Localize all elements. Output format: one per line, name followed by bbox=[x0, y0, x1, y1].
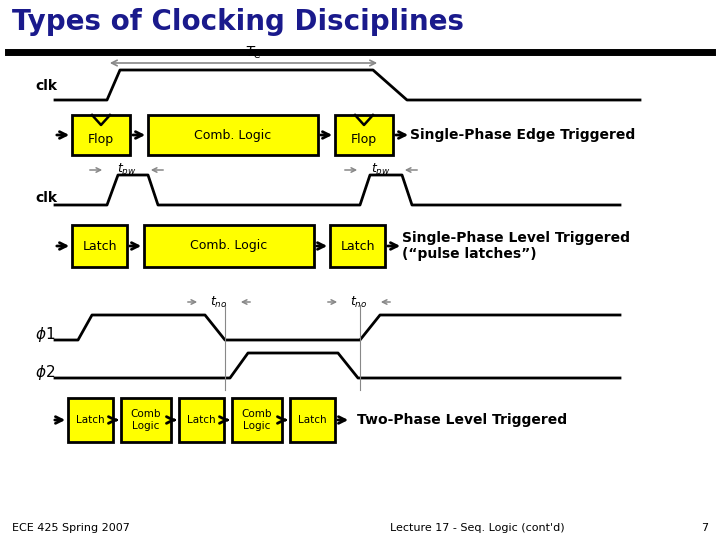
Text: Latch: Latch bbox=[76, 415, 105, 425]
Text: Two-Phase Level Triggered: Two-Phase Level Triggered bbox=[357, 413, 567, 427]
Text: clk: clk bbox=[35, 79, 57, 93]
Text: ECE 425 Spring 2007: ECE 425 Spring 2007 bbox=[12, 523, 130, 533]
FancyBboxPatch shape bbox=[144, 225, 314, 267]
FancyBboxPatch shape bbox=[179, 398, 224, 442]
FancyBboxPatch shape bbox=[290, 398, 335, 442]
FancyBboxPatch shape bbox=[72, 225, 127, 267]
Text: Lecture 17 - Seq. Logic (cont'd): Lecture 17 - Seq. Logic (cont'd) bbox=[390, 523, 564, 533]
Text: Single-Phase Edge Triggered: Single-Phase Edge Triggered bbox=[410, 128, 635, 142]
FancyBboxPatch shape bbox=[335, 115, 393, 155]
FancyBboxPatch shape bbox=[232, 398, 282, 442]
Text: 7: 7 bbox=[701, 523, 708, 533]
Text: $t_{no}$: $t_{no}$ bbox=[210, 294, 228, 309]
Text: Latch: Latch bbox=[187, 415, 216, 425]
Text: Single-Phase Level Triggered
(“pulse latches”): Single-Phase Level Triggered (“pulse lat… bbox=[402, 231, 630, 261]
Text: $t_{no}$: $t_{no}$ bbox=[351, 294, 368, 309]
FancyBboxPatch shape bbox=[72, 115, 130, 155]
Text: clk: clk bbox=[35, 191, 57, 205]
Text: Latch: Latch bbox=[341, 240, 374, 253]
Text: Comb
Logic: Comb Logic bbox=[131, 409, 161, 431]
Text: $t_{pw}$: $t_{pw}$ bbox=[372, 161, 391, 179]
Text: $\phi 2$: $\phi 2$ bbox=[35, 363, 55, 382]
Text: Flop: Flop bbox=[88, 132, 114, 145]
Text: Latch: Latch bbox=[298, 415, 327, 425]
FancyBboxPatch shape bbox=[68, 398, 113, 442]
Text: Types of Clocking Disciplines: Types of Clocking Disciplines bbox=[12, 8, 464, 36]
FancyBboxPatch shape bbox=[330, 225, 385, 267]
Text: $t_{pw}$: $t_{pw}$ bbox=[117, 161, 136, 179]
Text: Comb. Logic: Comb. Logic bbox=[194, 129, 271, 141]
Text: Flop: Flop bbox=[351, 132, 377, 145]
FancyBboxPatch shape bbox=[148, 115, 318, 155]
Text: Comb
Logic: Comb Logic bbox=[242, 409, 272, 431]
Text: Comb. Logic: Comb. Logic bbox=[190, 240, 268, 253]
Text: $\phi 1$: $\phi 1$ bbox=[35, 326, 55, 345]
FancyBboxPatch shape bbox=[121, 398, 171, 442]
Text: Latch: Latch bbox=[82, 240, 117, 253]
Text: $T_C$: $T_C$ bbox=[245, 45, 262, 61]
